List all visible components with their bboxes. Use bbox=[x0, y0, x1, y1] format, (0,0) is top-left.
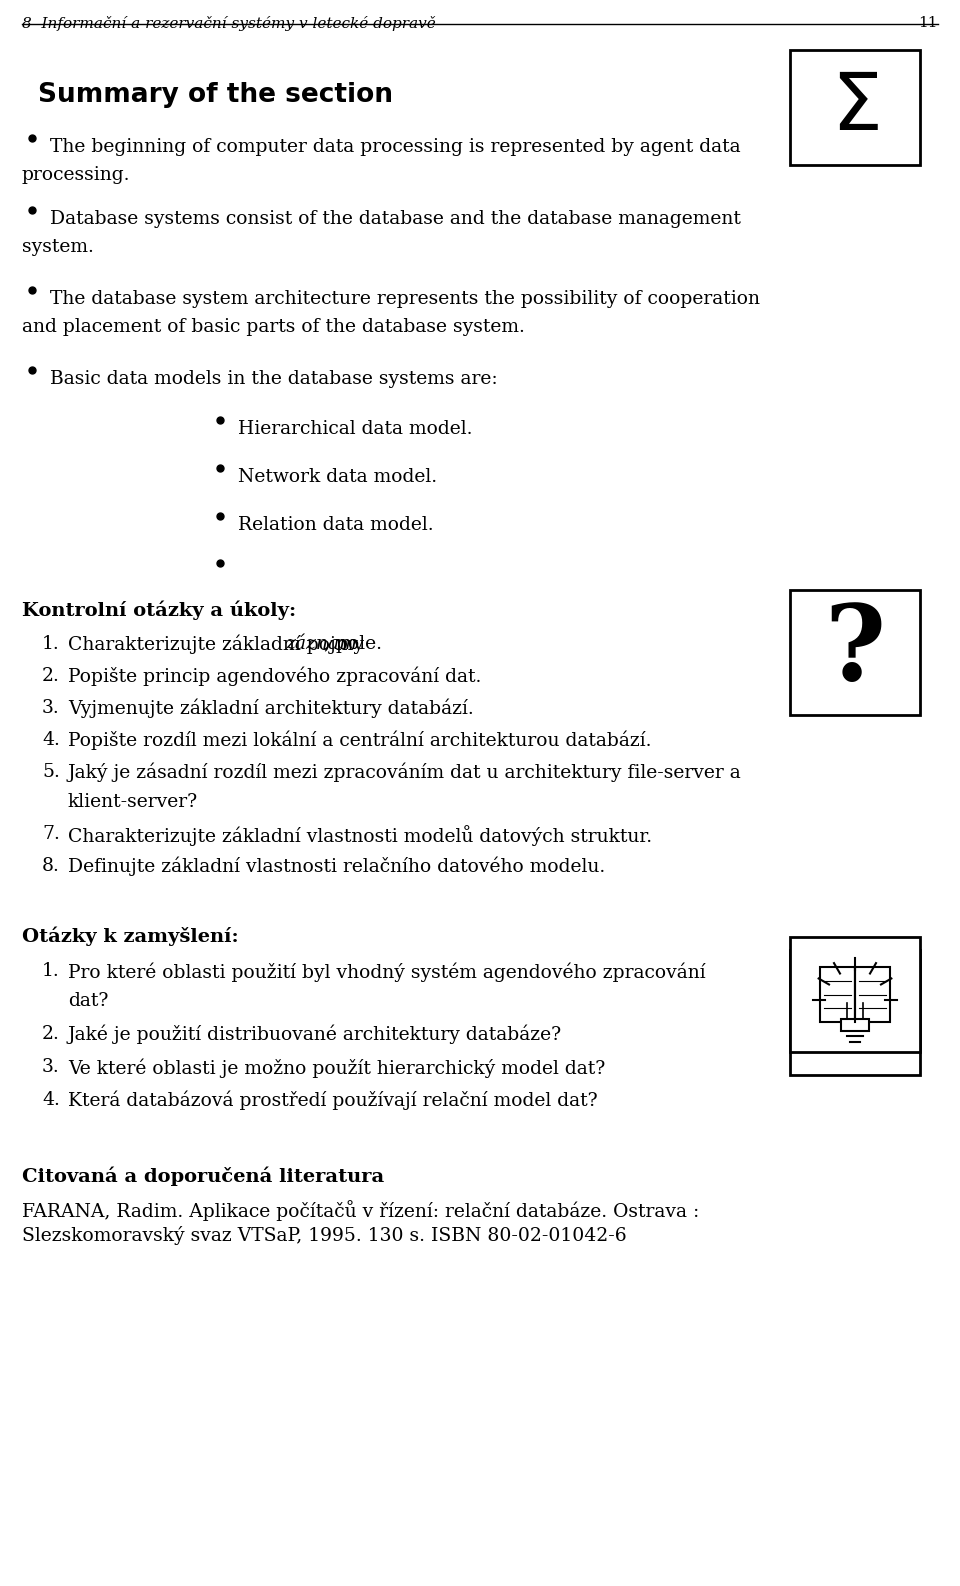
FancyBboxPatch shape bbox=[790, 590, 920, 715]
Text: 8.: 8. bbox=[42, 856, 60, 875]
Text: , pole.: , pole. bbox=[324, 634, 382, 653]
Circle shape bbox=[829, 974, 881, 1026]
Text: and placement of basic parts of the database system.: and placement of basic parts of the data… bbox=[22, 319, 525, 336]
Text: Otázky k zamyšlení:: Otázky k zamyšlení: bbox=[22, 926, 239, 947]
Text: Kontrolní otázky a úkoly:: Kontrolní otázky a úkoly: bbox=[22, 600, 296, 620]
Text: 8  Informační a rezervační systémy v letecké dopravě: 8 Informační a rezervační systémy v lete… bbox=[22, 16, 436, 32]
Text: 7.: 7. bbox=[42, 825, 60, 844]
FancyBboxPatch shape bbox=[790, 937, 920, 1052]
Text: Která databázová prostředí používají relační model dat?: Která databázová prostředí používají rel… bbox=[68, 1091, 598, 1110]
Text: 5.: 5. bbox=[42, 763, 60, 780]
Text: Slezskomoravský svaz VTSaP, 1995. 130 s. ISBN 80-02-01042-6: Slezskomoravský svaz VTSaP, 1995. 130 s.… bbox=[22, 1226, 627, 1245]
FancyBboxPatch shape bbox=[841, 1018, 869, 1031]
Text: Relation data model.: Relation data model. bbox=[238, 515, 434, 534]
Text: Network data model.: Network data model. bbox=[238, 468, 437, 485]
Text: 2.: 2. bbox=[42, 668, 60, 685]
Text: 1.: 1. bbox=[42, 634, 60, 653]
Text: Basic data models in the database systems are:: Basic data models in the database system… bbox=[50, 370, 497, 389]
Text: system.: system. bbox=[22, 238, 94, 255]
Text: dat?: dat? bbox=[68, 991, 108, 1010]
Text: Charakterizujte základní vlastnosti modelů datových struktur.: Charakterizujte základní vlastnosti mode… bbox=[68, 825, 652, 845]
Text: záznam: záznam bbox=[285, 634, 357, 653]
Text: 4.: 4. bbox=[42, 1091, 60, 1109]
Text: The beginning of computer data processing is represented by agent data: The beginning of computer data processin… bbox=[50, 138, 740, 155]
Text: Jaký je zásadní rozdíl mezi zpracováním dat u architektury file-server a: Jaký je zásadní rozdíl mezi zpracováním … bbox=[68, 763, 742, 782]
Text: The database system architecture represents the possibility of cooperation: The database system architecture represe… bbox=[50, 290, 760, 308]
Text: Hierarchical data model.: Hierarchical data model. bbox=[238, 420, 472, 438]
Text: FARANA, Radim. Aplikace počítačů v řízení: relační databáze. Ostrava :: FARANA, Radim. Aplikace počítačů v řízen… bbox=[22, 1201, 699, 1221]
Text: processing.: processing. bbox=[22, 167, 131, 184]
FancyBboxPatch shape bbox=[855, 967, 890, 1021]
Text: 2.: 2. bbox=[42, 1025, 60, 1044]
Text: 3.: 3. bbox=[42, 699, 60, 717]
Text: 1.: 1. bbox=[42, 963, 60, 980]
Text: Charakterizujte základní pojmy: Charakterizujte základní pojmy bbox=[68, 634, 370, 655]
FancyBboxPatch shape bbox=[790, 950, 920, 1075]
Text: $\Sigma$: $\Sigma$ bbox=[831, 68, 878, 146]
Text: 4.: 4. bbox=[42, 731, 60, 749]
Text: Popište princip agendového zpracování dat.: Popište princip agendového zpracování da… bbox=[68, 668, 481, 687]
Text: Jaké je použití distribuované architektury databáze?: Jaké je použití distribuované architektu… bbox=[68, 1025, 563, 1045]
Text: Citovaná a doporučená literatura: Citovaná a doporučená literatura bbox=[22, 1166, 384, 1185]
Text: Database systems consist of the database and the database management: Database systems consist of the database… bbox=[50, 209, 741, 228]
Text: ?: ? bbox=[825, 601, 885, 704]
Text: Ve které oblasti je možno použít hierarchický model dat?: Ve které oblasti je možno použít hierarc… bbox=[68, 1058, 605, 1077]
Text: 3.: 3. bbox=[42, 1058, 60, 1075]
Text: klient-server?: klient-server? bbox=[68, 793, 198, 810]
Text: 11: 11 bbox=[919, 16, 938, 30]
Text: Pro které oblasti použití byl vhodný systém agendového zpracování: Pro které oblasti použití byl vhodný sys… bbox=[68, 963, 706, 982]
Text: Popište rozdíl mezi lokální a centrální architekturou databází.: Popište rozdíl mezi lokální a centrální … bbox=[68, 731, 652, 750]
Text: Summary of the section: Summary of the section bbox=[38, 82, 393, 108]
FancyBboxPatch shape bbox=[790, 51, 920, 165]
Text: Definujte základní vlastnosti relačního datového modelu.: Definujte základní vlastnosti relačního … bbox=[68, 856, 605, 877]
Text: Vyjmenujte základní architektury databází.: Vyjmenujte základní architektury databáz… bbox=[68, 699, 473, 718]
FancyBboxPatch shape bbox=[820, 967, 855, 1021]
